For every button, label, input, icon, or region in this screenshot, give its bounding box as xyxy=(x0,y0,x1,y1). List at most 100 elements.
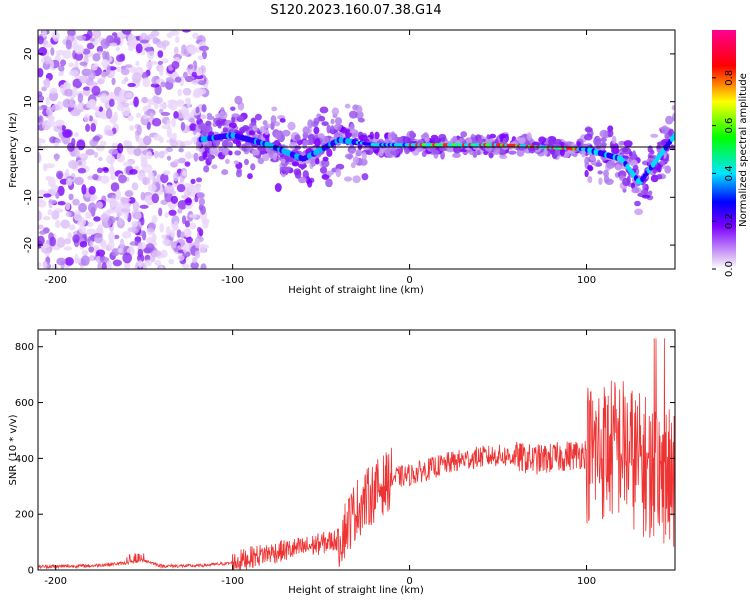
spectrogram-cell xyxy=(181,30,191,33)
spectrogram-cell xyxy=(154,104,159,110)
spectrogram-cell xyxy=(222,139,228,149)
spectrogram-cell xyxy=(587,175,593,184)
spectrogram-cell xyxy=(242,124,250,131)
spectrogram-cell xyxy=(302,139,308,147)
spectrogram-cell xyxy=(349,148,355,155)
spectrogram-cell xyxy=(344,103,351,109)
x-tick-label: 100 xyxy=(577,576,596,587)
spectrogram-cell xyxy=(661,125,669,135)
spectrogram-cell xyxy=(95,144,105,152)
spectrogram-cell xyxy=(60,219,70,229)
spectrogram-cell xyxy=(114,95,120,101)
spectrogram-cell xyxy=(86,42,95,50)
spectrogram-cell xyxy=(138,260,143,269)
spectrogram-cell xyxy=(361,151,367,161)
spectrogram-cell xyxy=(88,246,95,253)
spectrogram-cell xyxy=(107,91,116,103)
y-tick-label: 10 xyxy=(23,95,34,108)
spectrogram-cell xyxy=(88,185,96,195)
spectrogram-cell xyxy=(65,178,73,186)
spectrogram-cell xyxy=(106,197,116,203)
spectrogram-cell xyxy=(604,178,614,186)
spectrogram-cell xyxy=(54,153,59,162)
spectrogram-cell xyxy=(72,86,78,98)
spectrogram-cell xyxy=(142,177,151,186)
spectrogram-cell xyxy=(76,103,83,110)
spectrogram-cell xyxy=(79,75,89,84)
spectrogram-cell xyxy=(167,103,174,109)
spectrogram-cell xyxy=(432,149,440,155)
spectrogram-cell xyxy=(135,60,140,67)
spectrogram-cell xyxy=(358,134,368,141)
spectrogram-cell xyxy=(271,106,278,112)
colorbar-tick-label: 0.2 xyxy=(724,213,735,229)
spectrogram-cell xyxy=(67,232,73,240)
spectrogram-cell xyxy=(109,165,115,176)
spectrogram-cell xyxy=(129,124,134,131)
spectrogram-cell xyxy=(79,61,88,66)
spectrogram-cell xyxy=(38,94,45,103)
spectrogram-cell xyxy=(453,145,462,154)
spectrogram-cell xyxy=(144,47,154,52)
spectrogram-cell xyxy=(169,140,179,147)
spectrogram-cell xyxy=(89,37,96,42)
spectrogram-cell xyxy=(173,159,180,166)
spectrogram-cell xyxy=(173,172,179,182)
colorbar-gradient xyxy=(712,30,736,269)
spectrogram-cell xyxy=(228,122,237,129)
spectrogram-cell xyxy=(181,263,190,269)
spectrogram-cell xyxy=(184,161,191,167)
spectrogram-cell xyxy=(623,140,633,148)
spectrogram-cell xyxy=(201,50,207,60)
spectrogram-cell xyxy=(151,215,158,224)
spectrogram-cell xyxy=(142,77,150,88)
spectrogram-cell xyxy=(160,173,169,184)
spectrogram-cell xyxy=(108,239,115,250)
spectrogram-cell xyxy=(120,208,131,213)
spectrogram-cell xyxy=(132,200,140,212)
spectrogram-cell xyxy=(202,220,209,229)
spectrogram-cell xyxy=(55,119,65,127)
spectrogram-cell xyxy=(101,59,109,69)
spectrogram-cell xyxy=(97,261,102,269)
spectrogram-cell xyxy=(508,150,517,155)
spectrogram-cell xyxy=(89,196,96,202)
spectrogram-cell xyxy=(183,140,193,146)
spectrogram-cell xyxy=(72,198,80,206)
spectrogram-cell xyxy=(92,30,102,39)
spectrogram-cell xyxy=(272,152,278,161)
snr-frame xyxy=(37,329,676,571)
spectrogram-cell xyxy=(78,153,89,159)
spectrogram-cell xyxy=(85,211,92,219)
spectrogram-cell xyxy=(164,212,169,218)
spectrogram-cell xyxy=(96,45,104,53)
spectrogram-cell xyxy=(93,151,99,158)
spectrogram-cell xyxy=(82,48,91,55)
spectrogram-cell xyxy=(65,211,72,218)
spectrogram-cell xyxy=(131,72,142,84)
spectrogram-cell xyxy=(194,74,204,80)
spectrogram-cell xyxy=(89,240,94,247)
spectrogram-cell xyxy=(184,220,190,228)
spectrogram-cell xyxy=(650,149,655,155)
colorbar-tick-label: 0.6 xyxy=(724,118,735,134)
spectrogram-cell xyxy=(134,212,142,220)
spectrogram-cell xyxy=(78,217,86,227)
spectrogram-cell xyxy=(168,258,175,265)
spectrogram-cell xyxy=(185,197,192,206)
spectrogram-cell xyxy=(603,169,609,178)
spectrogram-cell xyxy=(127,82,136,88)
spectrogram-cell xyxy=(40,243,50,249)
spectrogram-cell xyxy=(192,256,198,264)
spectrogram-cell xyxy=(166,155,172,161)
spectrogram-cell xyxy=(593,137,602,146)
spectrogram-cell xyxy=(95,201,104,209)
spectrogram-cell xyxy=(361,173,369,181)
spectrogram-cell xyxy=(56,237,66,248)
spectrogram-cell xyxy=(64,256,74,266)
spectrogram-cell xyxy=(74,51,84,61)
spectrogram-cell xyxy=(176,229,182,238)
spectrogram-cell xyxy=(81,249,89,256)
spectrogram-cell xyxy=(631,187,640,194)
spectrogram-cell xyxy=(434,136,440,144)
